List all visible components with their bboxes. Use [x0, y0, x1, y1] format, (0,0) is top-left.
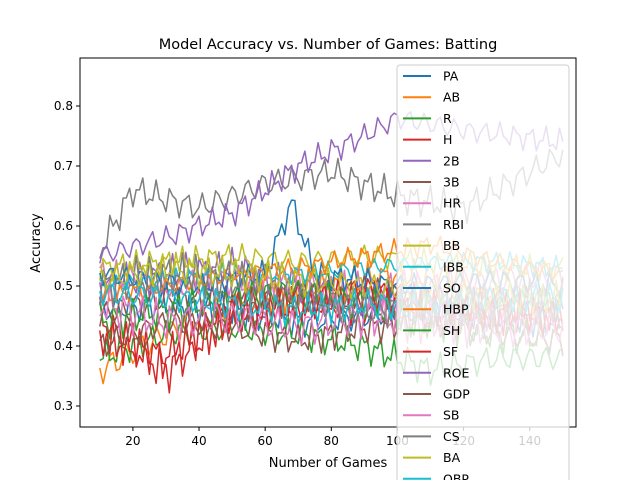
- legend-label-sh: SH: [443, 323, 460, 338]
- y-tick-label: 0.3: [54, 399, 73, 413]
- y-tick-label: 0.5: [54, 279, 73, 293]
- legend-label-rbi: RBI: [443, 217, 464, 232]
- chart-title: Model Accuracy vs. Number of Games: Batt…: [159, 37, 498, 53]
- legend-label-h: H: [443, 132, 452, 147]
- x-tick-label: 20: [125, 434, 140, 448]
- legend-label-so: SO: [443, 281, 461, 296]
- legend-box: [396, 64, 570, 484]
- legend-label-pa: PA: [443, 69, 459, 84]
- y-tick-label: 0.6: [54, 219, 73, 233]
- axes-frame: [79, 57, 577, 428]
- y-tick-label: 0.7: [54, 159, 73, 173]
- legend-label-obp: OBP: [443, 471, 469, 480]
- y-tick-label: 0.4: [54, 339, 73, 353]
- legend-label-3b: 3B: [443, 175, 460, 190]
- legend: PA AB RH 2B 3B HR RBI BB IBB SO HBP SH SF ROE GDP SB CS B…: [396, 64, 570, 484]
- legend-label-ba: BA: [443, 450, 461, 465]
- legend-label-ab: AB: [443, 90, 460, 105]
- y-axis-label: Accuracy: [29, 213, 44, 273]
- legend-label-2b: 2B: [443, 153, 460, 168]
- legend-label-cs: CS: [443, 429, 460, 444]
- legend-label-gdp: GDP: [443, 387, 470, 402]
- legend-label-sf: SF: [443, 344, 458, 359]
- x-tick-label: 40: [191, 434, 206, 448]
- legend-label-bb: BB: [443, 238, 460, 253]
- legend-label-roe: ROE: [443, 365, 470, 380]
- x-tick-label: 60: [258, 434, 273, 448]
- x-tick-label: 80: [324, 434, 339, 448]
- y-tick-label: 0.8: [54, 99, 73, 113]
- legend-label-hbp: HBP: [443, 302, 469, 317]
- legend-label-r: R: [443, 111, 452, 126]
- legend-label-ibb: IBB: [443, 259, 464, 274]
- legend-label-sb: SB: [443, 408, 460, 423]
- x-axis-label: Number of Games: [269, 456, 388, 471]
- legend-label-hr: HR: [443, 196, 461, 211]
